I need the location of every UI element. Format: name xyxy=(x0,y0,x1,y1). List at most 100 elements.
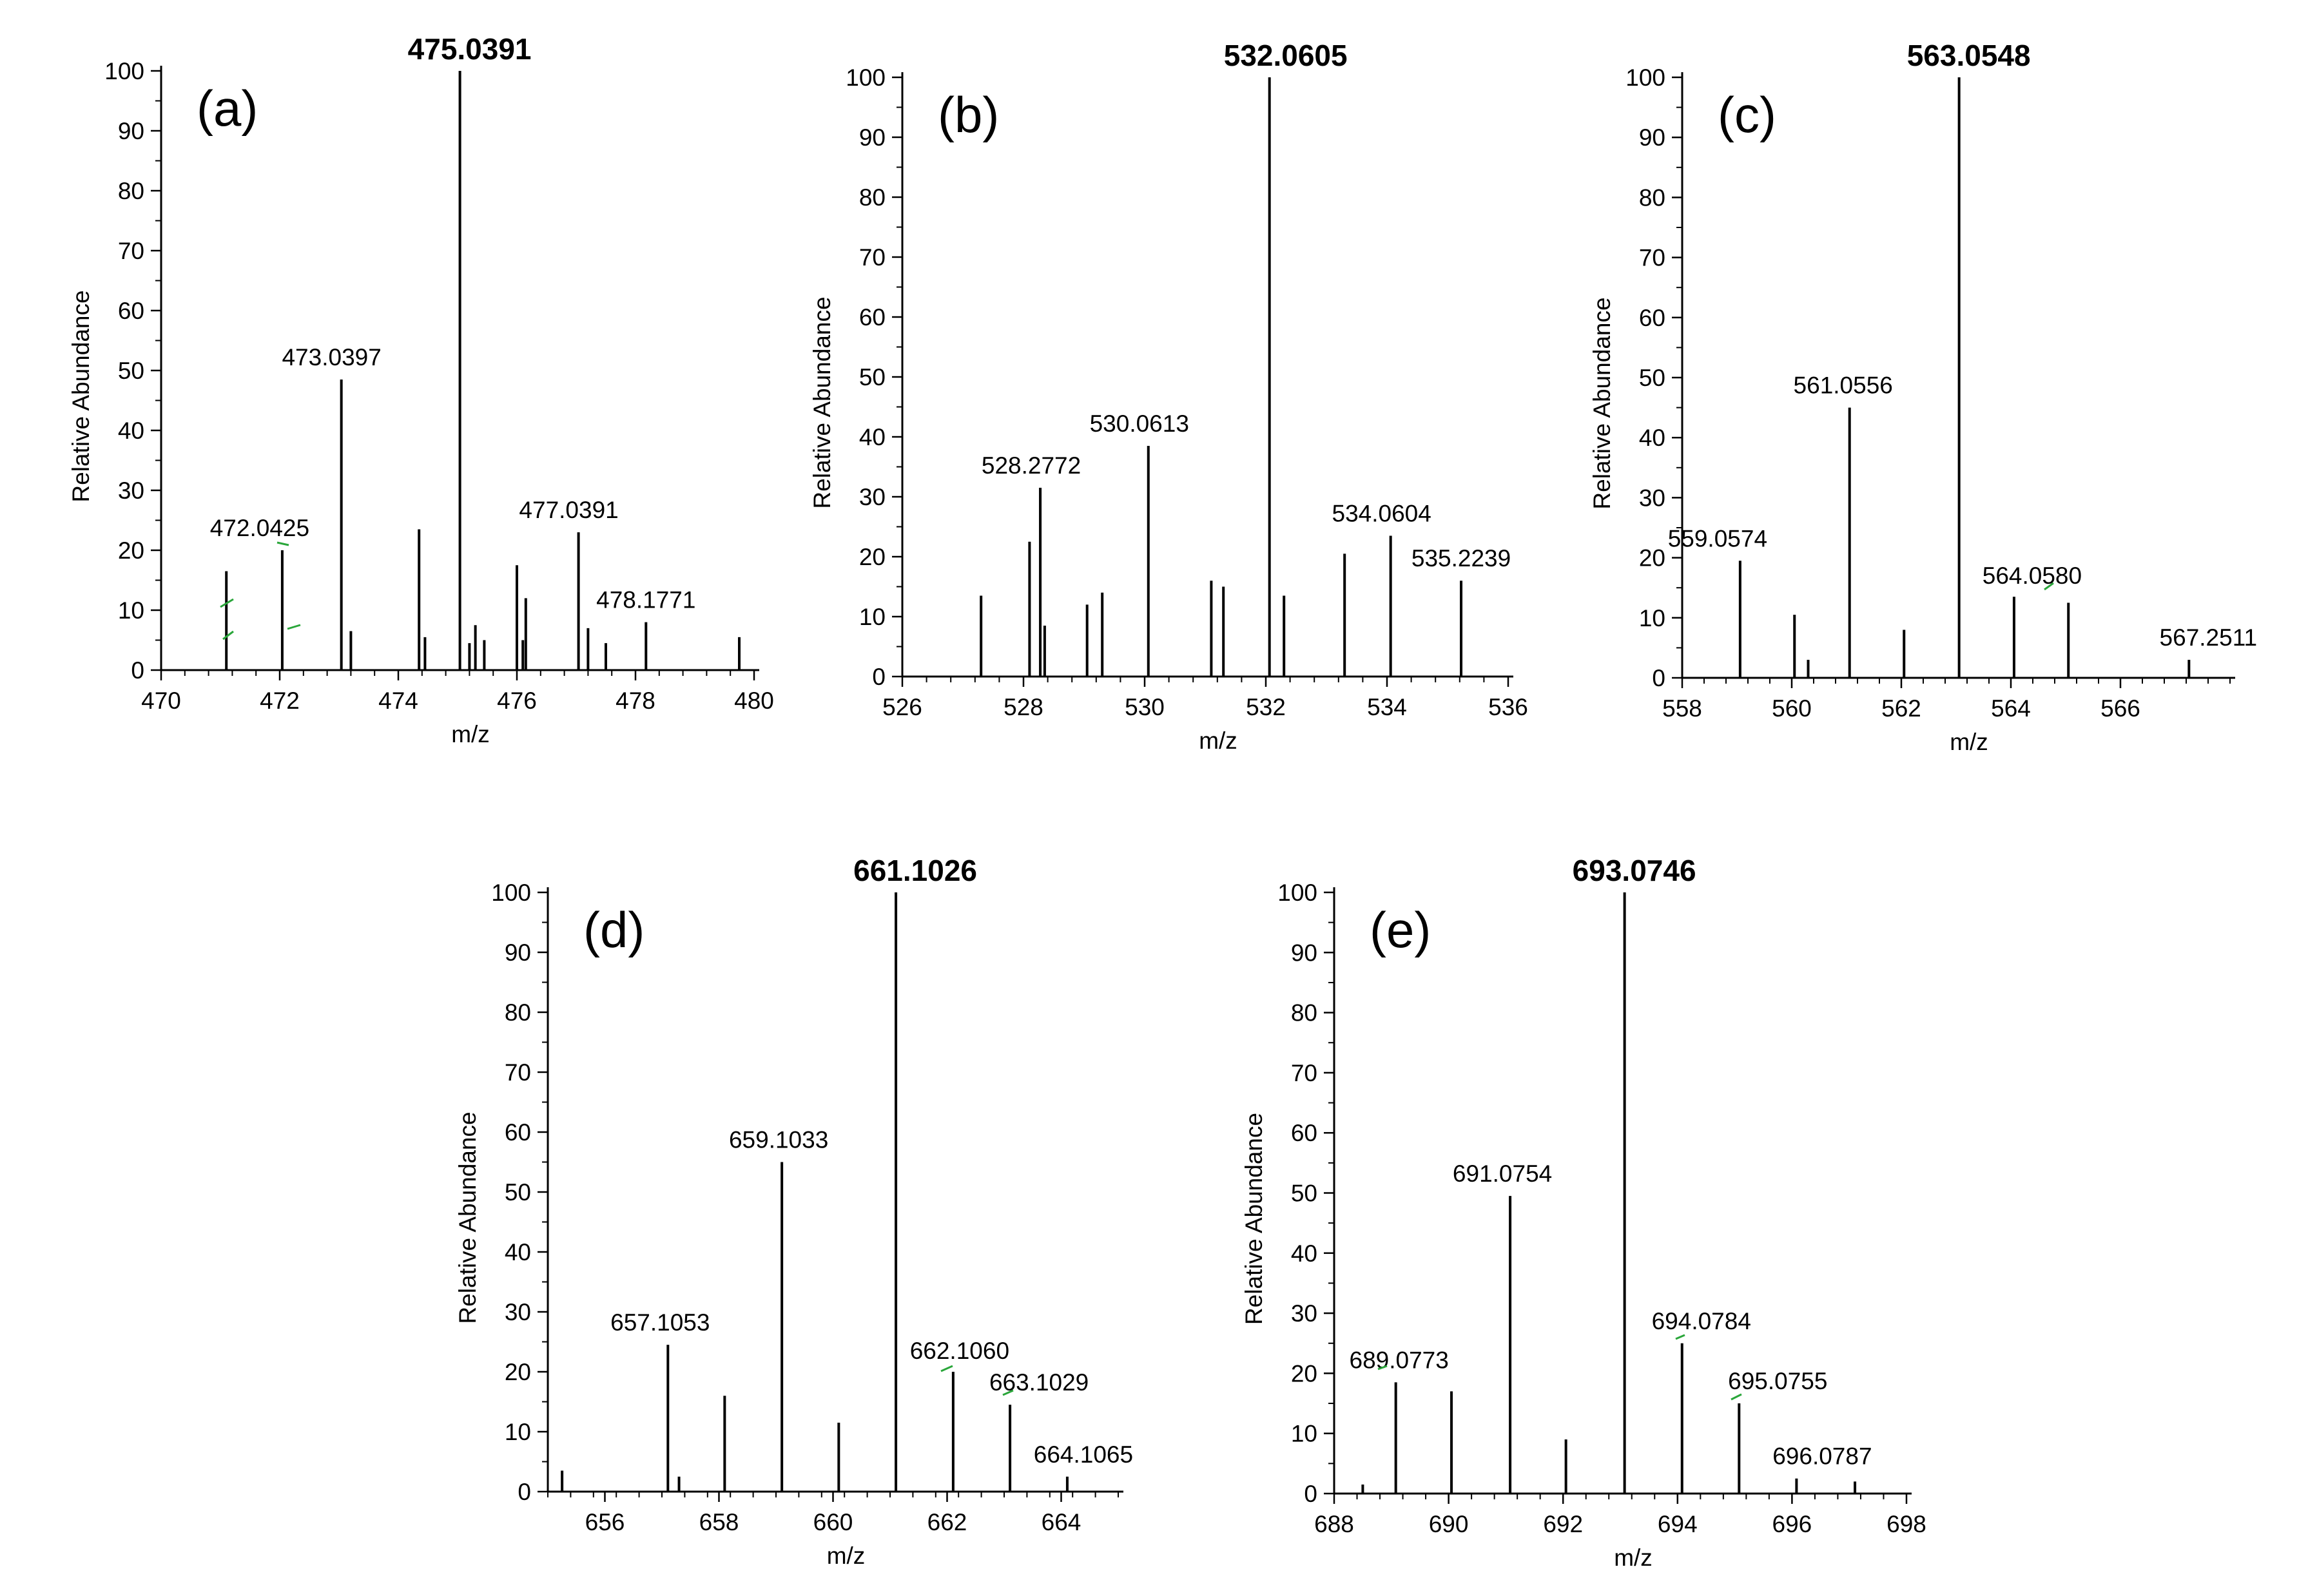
y-tick-label: 30 xyxy=(1291,1300,1317,1327)
y-tick-label: 40 xyxy=(859,424,886,450)
peak-label: 477.0391 xyxy=(519,497,618,523)
x-tick-label: 478 xyxy=(616,687,655,714)
y-tick-label: 30 xyxy=(1639,485,1665,511)
y-tick-label: 10 xyxy=(859,604,886,630)
y-tick-label: 100 xyxy=(1625,64,1665,91)
spectrum-panel-c: 0 10 20 30 40 50 60 70 80 90 100 558 560 562 564 566 m/z… xyxy=(1589,39,2257,755)
y-tick-label: 80 xyxy=(859,184,886,211)
peak-label: 535.2239 xyxy=(1411,545,1511,572)
peak-label: 691.0754 xyxy=(1453,1160,1552,1187)
x-axis-title: m/z xyxy=(451,721,490,747)
x-axis-title: m/z xyxy=(1614,1544,1653,1571)
peak-label: 663.1029 xyxy=(989,1369,1089,1396)
y-tick-label: 20 xyxy=(505,1359,531,1385)
y-tick-label: 30 xyxy=(118,477,144,504)
y-tick-label: 50 xyxy=(1639,365,1665,391)
x-tick-label: 534 xyxy=(1367,694,1407,720)
spectrum-panel-a: 0 10 20 30 40 50 60 70 80 90 100 470 472 474 476 478 480… xyxy=(68,32,774,747)
peak-label: 478.1771 xyxy=(596,587,695,613)
y-tick-label: 0 xyxy=(1304,1481,1317,1507)
peak-label: 564.0580 xyxy=(1983,562,2082,589)
y-tick-label: 80 xyxy=(1291,1000,1317,1026)
peak-label: 689.0773 xyxy=(1350,1347,1449,1373)
peak-label: 567.2511 xyxy=(2160,624,2258,651)
x-tick-label: 476 xyxy=(497,687,537,714)
y-tick-label: 60 xyxy=(859,304,886,331)
x-tick-label: 566 xyxy=(2100,695,2140,722)
cursor-mark xyxy=(1731,1393,1742,1401)
panel-label: (c) xyxy=(1718,86,1776,143)
x-tick-label: 480 xyxy=(734,687,774,714)
y-tick-label: 0 xyxy=(1652,665,1665,691)
peak-label: 662.1060 xyxy=(910,1338,1009,1364)
x-tick-label: 696 xyxy=(1772,1511,1812,1537)
y-tick-label: 100 xyxy=(1277,880,1317,906)
y-tick-label: 40 xyxy=(1639,425,1665,451)
peak-label: 473.0397 xyxy=(282,344,381,370)
cursor-mark xyxy=(287,624,301,630)
cursor-mark xyxy=(940,1365,953,1372)
x-tick-label: 690 xyxy=(1429,1511,1469,1537)
y-tick-label: 20 xyxy=(859,544,886,570)
peak-label: 664.1065 xyxy=(1034,1441,1133,1468)
x-axis-title: m/z xyxy=(827,1543,866,1569)
y-tick-label: 60 xyxy=(505,1119,531,1146)
y-tick-label: 10 xyxy=(118,597,144,624)
y-tick-label: 50 xyxy=(505,1179,531,1206)
spectrum-panel-e: 0 10 20 30 40 50 60 70 80 90 100 688 690 692 694 696 698… xyxy=(1241,854,1926,1571)
y-tick-label: 70 xyxy=(505,1059,531,1086)
x-tick-label: 664 xyxy=(1042,1509,1081,1535)
y-axis-title: Relative Abundance xyxy=(1241,1113,1267,1325)
y-tick-label: 40 xyxy=(1291,1240,1317,1267)
y-tick-label: 0 xyxy=(872,664,886,690)
cursor-mark xyxy=(220,598,234,608)
panel-label: (a) xyxy=(197,80,258,137)
peak-label: 695.0755 xyxy=(1728,1368,1827,1394)
y-axis-title: Relative Abundance xyxy=(454,1111,481,1323)
y-tick-label: 30 xyxy=(859,484,886,510)
y-tick-label: 10 xyxy=(1639,605,1665,631)
base-peak-label: 693.0746 xyxy=(1573,854,1696,887)
y-tick-label: 60 xyxy=(1291,1120,1317,1146)
panel-label: (b) xyxy=(938,86,999,143)
cursor-mark xyxy=(1377,1365,1388,1370)
y-tick-label: 40 xyxy=(505,1239,531,1265)
y-tick-label: 70 xyxy=(118,238,144,264)
x-axis-title: m/z xyxy=(1199,727,1237,754)
x-tick-label: 530 xyxy=(1125,694,1165,720)
y-tick-label: 20 xyxy=(118,537,144,564)
y-axis-title: Relative Abundance xyxy=(809,296,835,508)
x-tick-label: 526 xyxy=(882,694,922,720)
base-peak-label: 475.0391 xyxy=(408,32,532,66)
x-tick-label: 470 xyxy=(141,687,181,714)
spectrum-panel-d: 0 10 20 30 40 50 60 70 80 90 100 656 658 660 662 664 m/z… xyxy=(454,854,1133,1569)
y-tick-label: 50 xyxy=(118,358,144,384)
x-tick-label: 658 xyxy=(699,1509,739,1535)
peak-label: 657.1053 xyxy=(610,1309,710,1336)
x-tick-label: 688 xyxy=(1314,1511,1354,1537)
x-tick-label: 562 xyxy=(1881,695,1921,722)
x-tick-label: 472 xyxy=(260,687,300,714)
x-tick-label: 694 xyxy=(1658,1511,1698,1537)
peak-label: 530.0613 xyxy=(1090,410,1189,437)
peak-label: 694.0784 xyxy=(1652,1308,1751,1334)
y-tick-label: 60 xyxy=(1639,305,1665,331)
peak-label: 559.0574 xyxy=(1668,525,1767,552)
x-tick-label: 662 xyxy=(927,1509,967,1535)
peak-label: 534.0604 xyxy=(1332,500,1431,526)
y-tick-label: 30 xyxy=(505,1299,531,1325)
y-axis-title: Relative Abundance xyxy=(68,290,94,502)
y-tick-label: 90 xyxy=(1291,939,1317,966)
cursor-mark xyxy=(1002,1389,1014,1396)
x-tick-label: 560 xyxy=(1772,695,1812,722)
y-tick-label: 80 xyxy=(505,999,531,1026)
y-tick-label: 90 xyxy=(505,939,531,966)
y-tick-label: 80 xyxy=(1639,184,1665,211)
x-tick-label: 692 xyxy=(1543,1511,1583,1537)
cursor-mark xyxy=(1675,1334,1685,1340)
y-tick-label: 100 xyxy=(846,64,886,91)
y-tick-label: 10 xyxy=(1291,1421,1317,1447)
y-tick-label: 20 xyxy=(1639,545,1665,572)
peak-label: 528.2772 xyxy=(982,452,1081,479)
x-tick-label: 536 xyxy=(1488,694,1528,720)
